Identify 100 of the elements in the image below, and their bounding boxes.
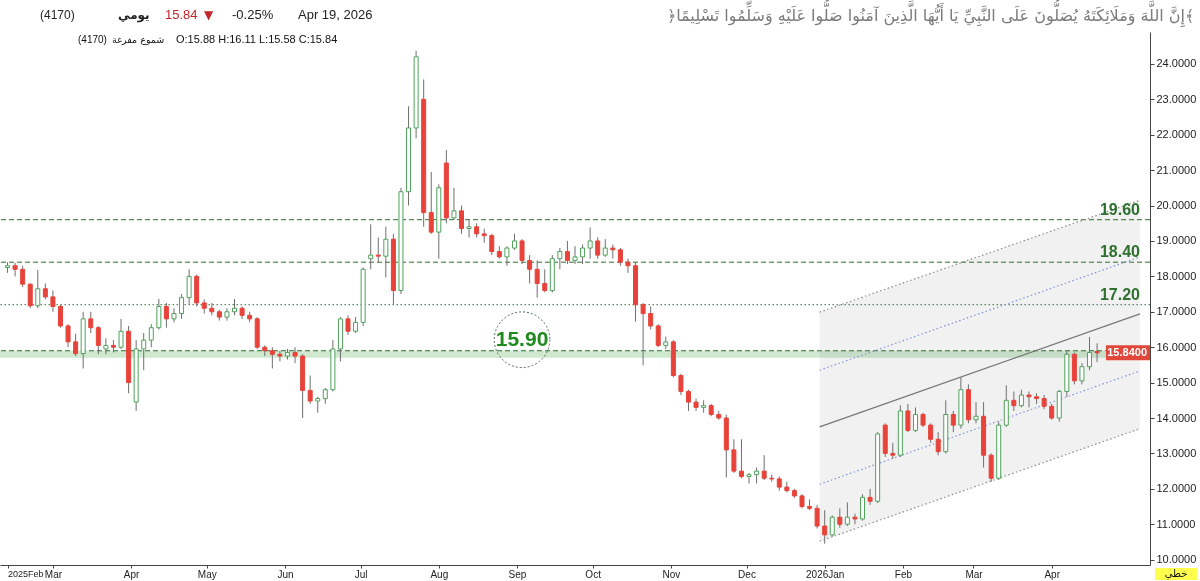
candlestick (451, 187, 457, 221)
y-tick-label: 17.0000 (1156, 305, 1197, 318)
x-tick-label: Mar (965, 568, 984, 580)
x-tick-label: May (197, 568, 217, 580)
candlestick (73, 333, 79, 357)
candlestick (163, 302, 169, 329)
candlestick (1087, 336, 1093, 371)
annotation: 15.8400 (1107, 345, 1147, 358)
text: 15.84 (165, 7, 198, 22)
candlestick (746, 472, 752, 485)
candlestick (269, 346, 275, 369)
text: (4170) (40, 8, 75, 22)
x-tick-label: Oct (585, 568, 602, 580)
candlestick (65, 323, 71, 348)
candlestick (224, 307, 230, 322)
candlestick (148, 323, 154, 348)
y-tick-label: 21.0000 (1156, 163, 1197, 176)
y-tick-label: 13.0000 (1156, 446, 1197, 459)
x-tick-label: Jul (354, 568, 368, 580)
y-tick-label: 16.0000 (1156, 340, 1197, 353)
candlestick (950, 410, 956, 433)
y-tick-label: 18.0000 (1156, 269, 1197, 282)
x-tick-label: Mar (44, 568, 63, 580)
y-tick-label: 23.0000 (1156, 92, 1197, 105)
candlestick (625, 258, 631, 274)
x-tick-label: Jun (277, 568, 294, 580)
y-tick-label: 12.0000 (1156, 482, 1197, 495)
candlestick (428, 171, 434, 235)
candlestick (50, 290, 56, 313)
candlestick (368, 223, 374, 270)
x-tick-label: Apr (1044, 568, 1061, 580)
candlestick (814, 504, 820, 530)
candlestick (587, 226, 593, 260)
candlestick (27, 282, 33, 309)
candlestick (375, 236, 381, 263)
candlestick (867, 488, 873, 506)
candlestick (88, 311, 94, 334)
ref-line-label: 18.40 (1099, 243, 1141, 261)
candlestick (277, 350, 283, 362)
candlestick (103, 337, 109, 355)
y-tick-label: 10.0000 (1156, 553, 1197, 566)
y-tick-label: 15.0000 (1156, 376, 1197, 389)
candlestick (141, 332, 147, 371)
y-tick-label: 22.0000 (1156, 128, 1197, 141)
candlestick (35, 269, 41, 309)
candlestick (345, 314, 351, 336)
candlestick (988, 452, 994, 483)
candlestick (186, 268, 192, 306)
candlestick (572, 245, 578, 265)
ref-line-label: 19.60 (1099, 200, 1141, 218)
candlestick (459, 205, 464, 235)
x-tick-label: Nov (662, 568, 681, 580)
candlestick (519, 238, 525, 265)
candlestick (829, 514, 835, 538)
candlestick (784, 481, 790, 493)
x-tick-label: Aug (430, 568, 449, 580)
candlestick (20, 265, 26, 288)
candlestick (928, 422, 934, 444)
annotation: (4170) (78, 34, 107, 45)
x-tick-label: Sep (508, 568, 527, 580)
candlestick (95, 325, 101, 355)
candlestick (595, 236, 601, 260)
text: يومي (118, 8, 150, 23)
y-tick-label: 14.0000 (1156, 411, 1197, 424)
x-tick-label: Dec (738, 568, 756, 580)
annotation: شموع مفرغة (112, 34, 165, 45)
candlestick (1011, 390, 1017, 412)
x-tick-label: Feb (894, 568, 913, 580)
candlestick (292, 346, 298, 364)
candlestick (912, 406, 918, 433)
candlestick (156, 298, 162, 330)
y-tick-label: 19.0000 (1156, 234, 1197, 247)
candlestick (822, 509, 828, 545)
candlestick (731, 438, 737, 474)
y-tick-label: 20.0000 (1156, 199, 1197, 212)
candlestick (383, 226, 389, 278)
candlestick (466, 219, 472, 238)
candlestick (678, 373, 684, 396)
candlestick (837, 507, 843, 529)
candlestick (640, 302, 646, 366)
candlestick (973, 401, 979, 424)
annotation: O:15.88 H:16.11 L:15.58 C:15.84 (176, 33, 338, 45)
text: -0.25% (232, 7, 274, 22)
annotation: 15.90 (495, 326, 549, 350)
candlestick (860, 493, 866, 522)
candlestick (534, 259, 540, 299)
candlestick (655, 323, 661, 348)
candlestick (12, 262, 18, 277)
candlestick (118, 318, 124, 350)
candlestick (527, 254, 533, 284)
candlestick (504, 245, 510, 267)
candlestick (171, 307, 177, 323)
candlestick (307, 375, 313, 405)
candlestick (761, 454, 767, 481)
x-tick-label: Apr (123, 568, 141, 580)
candlestick (1026, 390, 1032, 408)
candlestick (935, 431, 941, 456)
candlestick (844, 501, 850, 527)
candlestick (905, 403, 911, 433)
ref-line-label: 17.20 (1099, 285, 1141, 303)
